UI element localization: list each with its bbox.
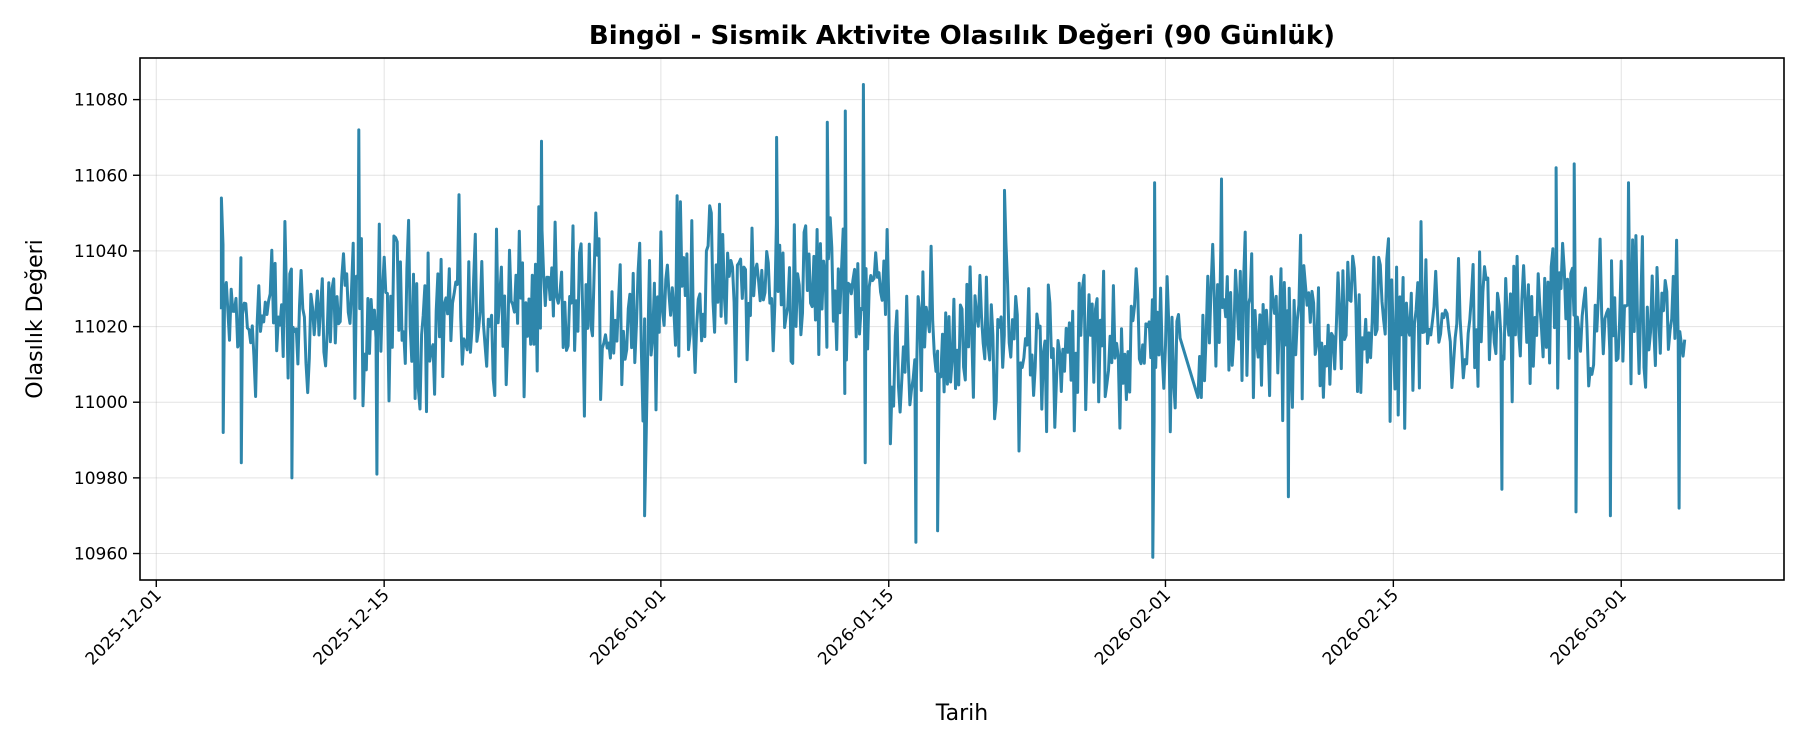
x-tick-label: 2026-02-15: [1319, 585, 1403, 669]
x-tick-label: 2025-12-01: [82, 585, 166, 669]
x-tick-label: 2026-01-01: [586, 585, 670, 669]
x-tick-label: 2025-12-15: [310, 585, 394, 669]
plot-area-frame: [139, 57, 1785, 581]
x-axis-title: Tarih: [935, 701, 988, 726]
x-tick-label: 2026-02-01: [1091, 585, 1175, 669]
x-tick-label: 2026-01-15: [814, 585, 898, 669]
y-tick-label: 11000: [74, 393, 128, 413]
series-layer: [219, 83, 1687, 559]
y-tick-label: 10960: [74, 545, 128, 565]
x-axis: 2025-12-01 2025-12-15 2026-01-01 2026-01-15…: [82, 580, 1631, 669]
y-tick-label: 10980: [74, 469, 128, 489]
y-axis: 10960 10980 11000 11020 11040 11060 11080: [74, 91, 140, 565]
y-tick-label: 11020: [74, 318, 128, 338]
series-line: [219, 83, 1687, 559]
chart-title: Bingöl - Sismik Aktivite Olasılık Değeri…: [589, 21, 1335, 51]
y-tick-label: 11060: [74, 166, 128, 186]
y-axis-title: Olasılık Değeri: [23, 239, 48, 399]
y-tick-label: 11080: [74, 91, 128, 111]
x-tick-label: 2026-03-01: [1547, 585, 1631, 669]
y-tick-label: 11040: [74, 242, 128, 262]
